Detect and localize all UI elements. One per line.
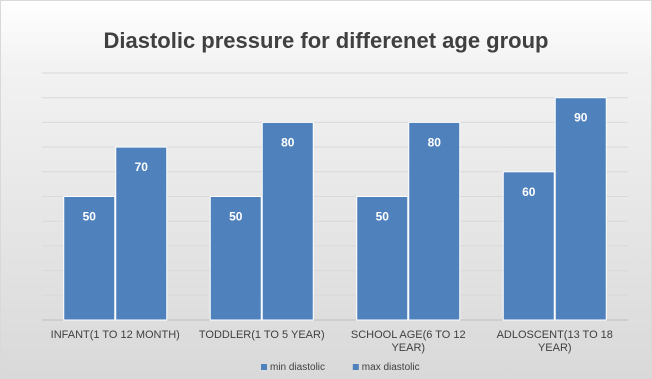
category-label: INFANT(1 TO 12 MONTH) xyxy=(51,329,180,341)
bar xyxy=(115,146,168,321)
data-label: 50 xyxy=(376,210,390,224)
bar xyxy=(356,196,409,321)
bar xyxy=(502,171,555,321)
category-label: YEAR) xyxy=(538,342,572,354)
bar xyxy=(554,97,607,321)
legend-swatch xyxy=(352,364,359,370)
data-label: 90 xyxy=(574,111,588,125)
data-label: 80 xyxy=(428,135,442,149)
category-label: YEAR) xyxy=(391,342,425,354)
bar xyxy=(209,196,262,321)
category-label: SCHOOL AGE(6 TO 12 xyxy=(351,329,466,341)
legend-label: max diastolic xyxy=(362,362,420,373)
legend-label: min diastolic xyxy=(270,362,325,373)
data-label: 50 xyxy=(83,210,97,224)
bar xyxy=(408,121,461,321)
data-label: 80 xyxy=(281,135,295,149)
category-label: TODDLER(1 TO 5 YEAR) xyxy=(199,329,325,341)
bar xyxy=(63,196,116,321)
category-label: ADLOSCENT(13 TO 18 xyxy=(497,329,613,341)
chart-title: Diastolic pressure for differenet age gr… xyxy=(103,28,549,53)
bar xyxy=(261,121,314,321)
data-label: 70 xyxy=(135,160,149,174)
legend-swatch xyxy=(261,364,267,370)
data-label: 60 xyxy=(522,185,536,199)
data-label: 50 xyxy=(229,210,243,224)
